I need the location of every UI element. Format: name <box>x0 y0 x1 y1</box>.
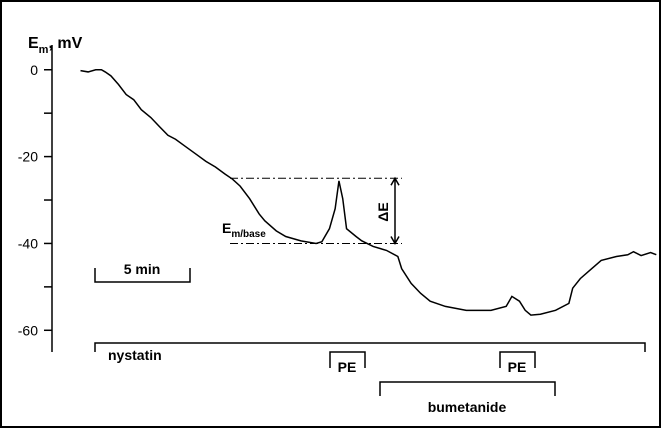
pe-bracket <box>329 351 366 368</box>
annotation: PE <box>508 359 527 375</box>
scale-bar-label: 5 min <box>124 261 161 277</box>
pe-bracket <box>499 351 536 368</box>
scale-bar <box>94 268 191 283</box>
baseline-main: E <box>222 220 231 236</box>
delta-arrow <box>390 176 400 245</box>
annotation: nystatin <box>108 347 162 363</box>
y-label-rest: , mV <box>48 35 82 52</box>
annotation: PE <box>338 359 357 375</box>
trace <box>80 69 657 316</box>
annotation-brackets <box>94 268 646 396</box>
baseline-sub: m/base <box>231 229 266 240</box>
bumetanide-bracket <box>379 381 556 396</box>
y-tick-label: -60 <box>18 322 38 338</box>
y-axis-label: Em, mV <box>28 35 83 56</box>
y-tick-label: 0 <box>30 62 38 78</box>
annotation: bumetanide <box>428 399 507 415</box>
y-tick-label: -20 <box>18 149 38 165</box>
delta-label: ΔE <box>375 202 391 221</box>
baseline-label: Em/base <box>222 220 266 240</box>
nystatin-bracket <box>94 342 646 352</box>
y-tick-label: -40 <box>18 235 38 251</box>
y-label-sub: m <box>39 44 49 56</box>
y-label-main: E <box>28 35 39 52</box>
